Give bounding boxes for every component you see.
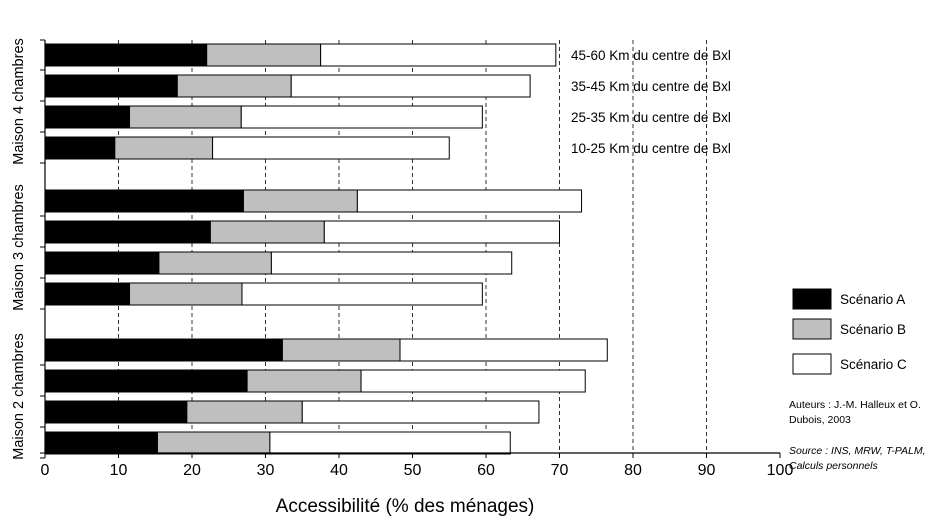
bar-segment [241,282,483,306]
bar-segment [129,282,243,306]
x-tick-label: 20 [183,462,201,479]
bar-segment [360,369,586,393]
bar-segment [242,189,358,213]
bar-segment [246,369,362,393]
x-tick-label: 10 [110,462,128,479]
bar-segment [129,105,242,129]
legend: Scénario A Scénario B Scénario C [792,288,907,375]
legend-swatch [792,288,832,310]
source-note: Source : INS, MRW, T-PALM, Calculs perso… [789,445,926,472]
axes: 0 10 20 30 40 50 60 70 80 90 100 [40,39,794,479]
labels: 45-60 Km du centre de Bxl 35-45 Km du cen… [11,38,731,460]
bar-segment [270,251,513,275]
x-tick-label: 30 [257,462,275,479]
x-tick-label: 80 [624,462,642,479]
x-tick-label: 40 [330,462,348,479]
group-label: Maison 3 chambres [11,184,27,311]
legend-label: Scénario A [840,292,905,307]
category-label: 35-45 Km du centre de Bxl [571,79,731,94]
bar-segment [44,338,283,362]
bar-segment [44,74,178,98]
bar-segment [209,220,325,244]
bar-segment [44,282,131,306]
bar-segment [156,431,271,455]
bar-segment [399,338,608,362]
bar-segment [186,400,303,424]
bar-segment [44,105,131,129]
legend-label: Scénario B [840,322,906,337]
group-label: Maison 2 chambres [11,333,27,460]
bar-segment [44,431,158,455]
x-tick-label: 0 [41,462,50,479]
category-label: 45-60 Km du centre de Bxl [571,48,731,63]
bar-segment [114,136,214,160]
x-tick-label: 70 [551,462,569,479]
legend-swatch [792,353,832,375]
bar-segment [206,43,322,67]
authors-note: Auteurs : J.-M. Halleux et O. Dubois, 20… [789,399,921,426]
bar-segment [44,220,211,244]
bar-segment [44,251,160,275]
bar-segment [158,251,272,275]
bar-segment [323,220,560,244]
bar-segment [44,189,244,213]
bar-segment [176,74,292,98]
bar-segment [44,136,116,160]
bar-segment [356,189,583,213]
bar-segment [290,74,531,98]
bar-segment [320,43,557,67]
x-axis-title: Accessibilité (% des ménages) [276,496,535,517]
x-tick-label: 90 [698,462,716,479]
bar-segment [44,43,208,67]
bar-segment [281,338,401,362]
category-label: 10-25 Km du centre de Bxl [571,141,731,156]
bar-segment [44,369,248,393]
bar-segment [269,431,511,455]
x-tick-label: 60 [477,462,495,479]
legend-label: Scénario C [840,357,907,372]
legend-swatch [792,318,832,340]
x-tick-label: 100 [767,462,794,479]
x-tick-label: 50 [404,462,422,479]
bar-segment [212,136,450,160]
bar-segment [301,400,540,424]
category-label: 25-35 Km du centre de Bxl [571,110,731,125]
bar-segment [240,105,483,129]
group-label: Maison 4 chambres [11,38,27,165]
bars [44,43,608,455]
bar-segment [44,400,188,424]
